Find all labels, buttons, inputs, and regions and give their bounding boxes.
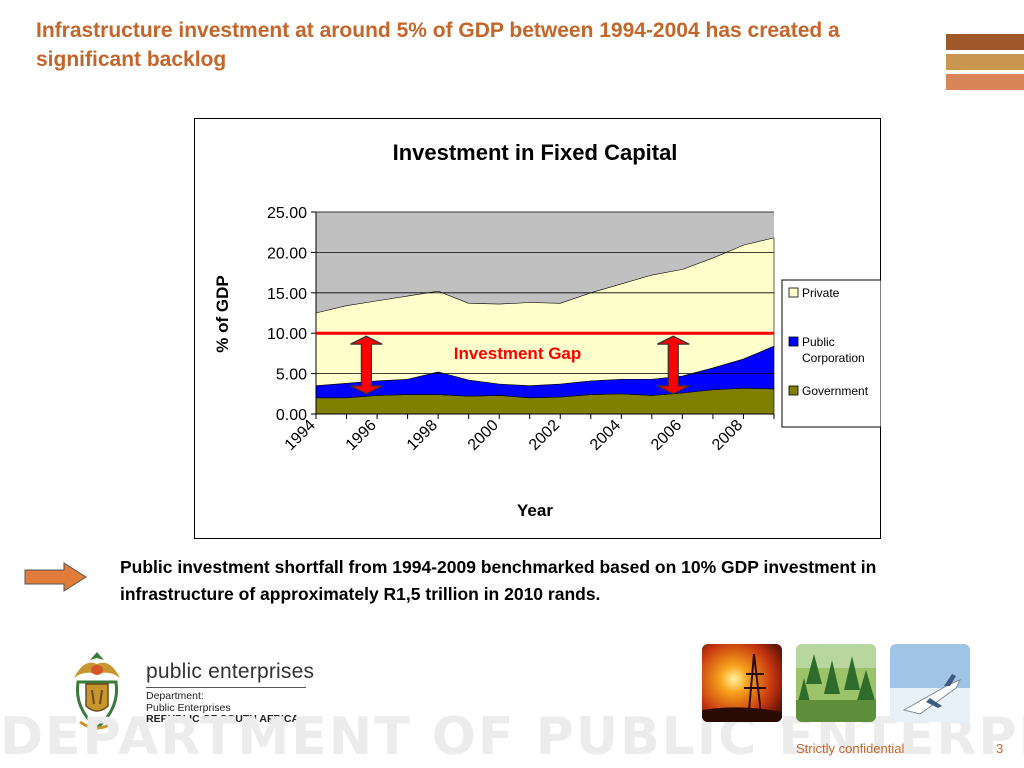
org-sub-line-1: Department: (146, 690, 204, 702)
y-axis-label: % of GDP (213, 275, 232, 352)
airplane-photo (890, 644, 970, 722)
right-arrow-icon (24, 562, 87, 592)
legend-box (781, 279, 881, 428)
org-divider (146, 687, 306, 688)
y-tick-label: 15.00 (267, 286, 307, 303)
legend-swatch-private (788, 287, 799, 298)
y-tick-label: 25.00 (267, 205, 307, 222)
investment-chart: Investment in Fixed Capital 0.00 5.00 10.0… (213, 140, 881, 520)
x-tick-label: 2004 (587, 417, 624, 454)
y-tick-label: 5.00 (276, 367, 307, 384)
pine-forest-photo (796, 644, 876, 722)
org-name: public enterprises (146, 660, 315, 683)
x-tick-label: 1996 (343, 417, 380, 454)
x-axis-label: Year (517, 501, 553, 520)
legend-swatch-government (788, 385, 799, 396)
gap-arrow-left-icon (350, 335, 383, 395)
gap-arrow-right-icon (656, 335, 690, 395)
legend-label-public-corporation: Public Corporation (802, 335, 865, 365)
callout-text: Public investment shortfall from 1994-20… (120, 557, 877, 604)
y-tick-label: 20.00 (267, 245, 307, 262)
deco-bar-2 (946, 54, 1024, 70)
x-tick-label: 1998 (404, 417, 441, 454)
org-subtitle: Department: Public Enterprises REPUBLIC … (146, 690, 300, 726)
y-tick-label: 0.00 (276, 407, 307, 424)
x-tick-label: 2000 (465, 417, 502, 454)
power-pylon-photo (702, 644, 782, 722)
chart-title: Investment in Fixed Capital (393, 140, 678, 165)
footer-confidential: Strictly confidential (796, 741, 905, 756)
x-tick-label: 2008 (709, 417, 746, 454)
legend-swatch-public-corporation (788, 336, 799, 347)
org-sub-line-3: REPUBLIC OF SOUTH AFRICA (146, 713, 300, 725)
y-tick-label: 10.00 (267, 326, 307, 343)
area-private (315, 237, 775, 387)
legend-label-government: Government (802, 384, 869, 398)
org-sub-line-2: Public Enterprises (146, 701, 231, 714)
legend-label-private: Private (802, 286, 840, 300)
decorative-bars (946, 34, 1024, 94)
x-tick-label: 2002 (526, 417, 563, 454)
deco-bar-1 (946, 34, 1024, 50)
deco-bar-3 (946, 74, 1024, 90)
chart-legend: Private Public Corporation Government (781, 279, 881, 428)
footer-page-number: 3 (996, 741, 1004, 756)
coat-of-arms-logo (74, 652, 120, 730)
slide-title: Infrastructure investment at around 5% o… (36, 19, 840, 71)
x-tick-label: 2006 (648, 417, 685, 454)
investment-gap-label: Investment Gap (454, 344, 582, 363)
